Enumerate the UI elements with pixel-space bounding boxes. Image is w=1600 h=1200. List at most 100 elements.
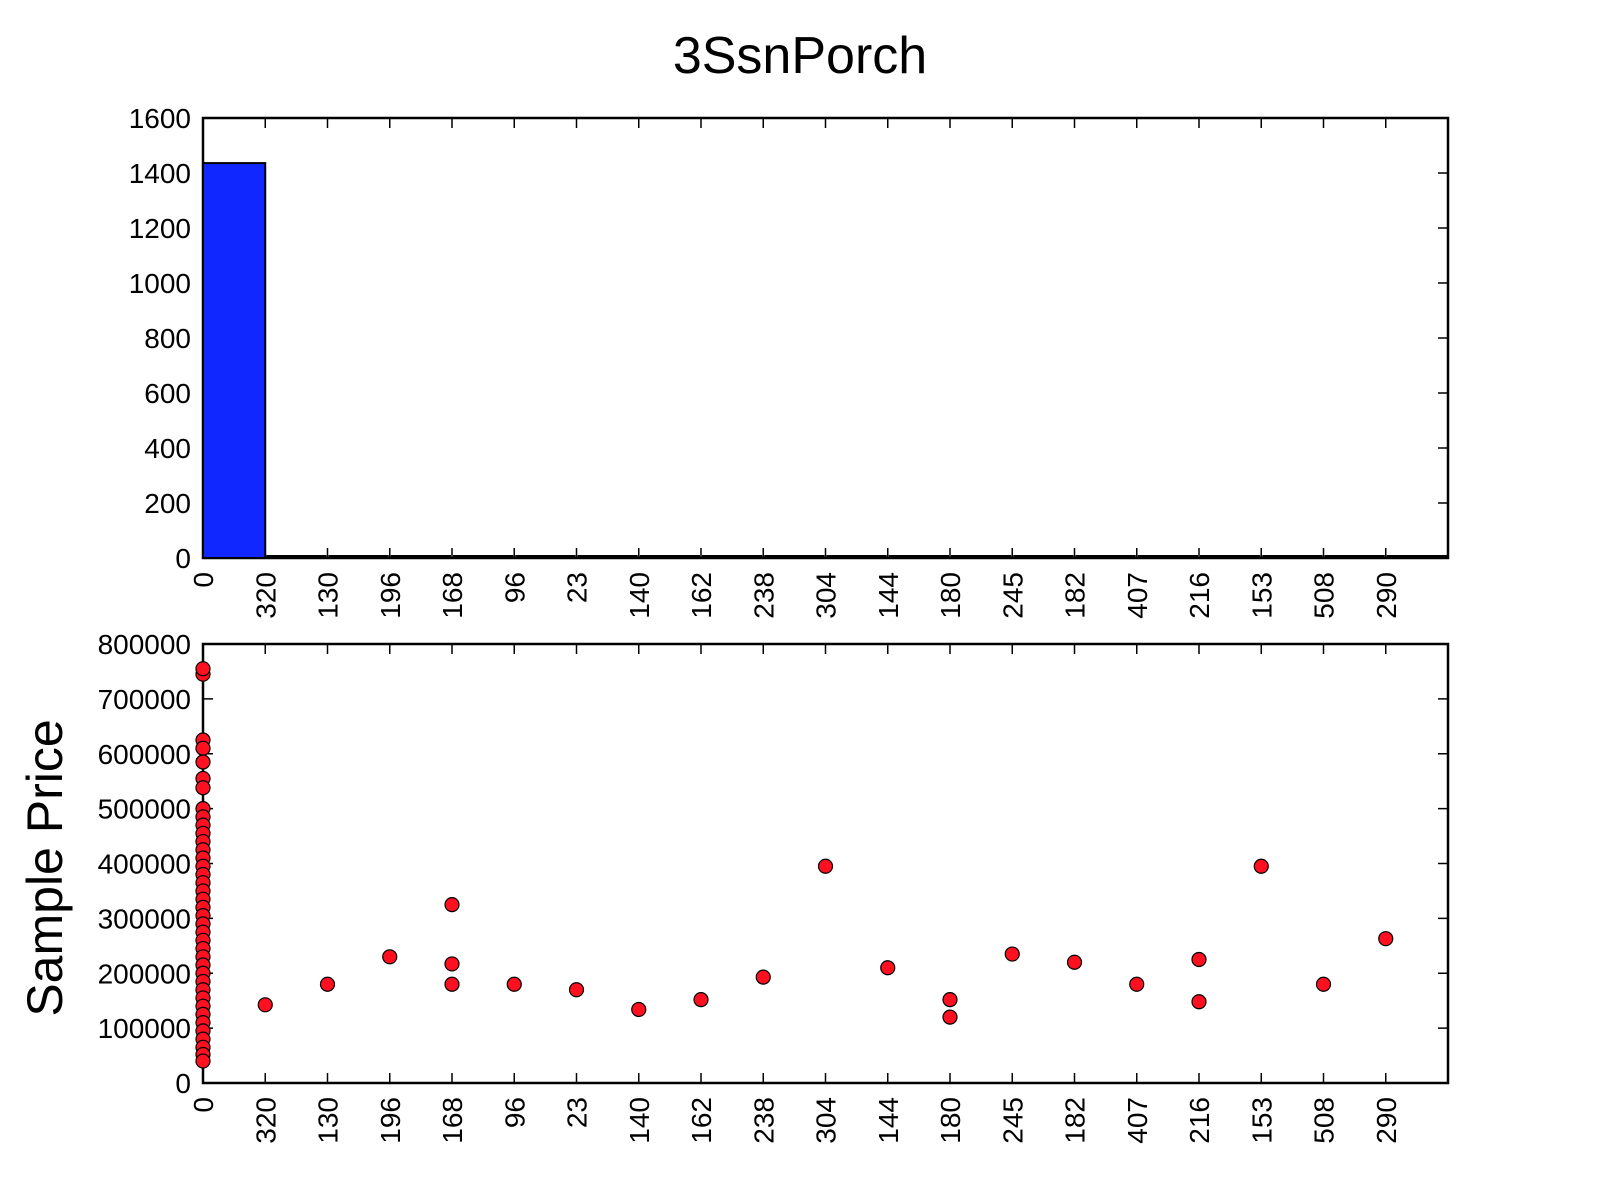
scatter-point [195, 740, 211, 756]
scatter-point [942, 1009, 958, 1025]
x-tick-label: 162 [686, 572, 717, 619]
scatter-point [444, 956, 460, 972]
scatter-point [1066, 954, 1083, 970]
bar [826, 555, 887, 559]
y-tick-label: 1000 [129, 268, 191, 299]
scatter-point [631, 1001, 647, 1018]
x-tick-label: 153 [1246, 572, 1277, 619]
y-tick-label: 400000 [98, 849, 191, 880]
x-tick-label: 407 [1122, 1097, 1153, 1144]
x-tick-label: 140 [624, 1097, 655, 1144]
x-tick-label: 508 [1309, 1097, 1340, 1144]
y-tick-label: 0 [175, 543, 191, 574]
x-tick-label: 238 [748, 572, 779, 619]
x-tick-label: 196 [375, 1097, 406, 1144]
x-tick-label: 153 [1246, 1097, 1277, 1144]
x-tick-label: 216 [1184, 1097, 1215, 1144]
y-tick-label: 1600 [129, 103, 191, 134]
scatter-point [568, 982, 585, 998]
bar [328, 555, 389, 559]
scatter-point [1315, 976, 1332, 992]
scatter-point [755, 969, 771, 985]
y-tick-label: 0 [175, 1068, 191, 1099]
scatter-point [1378, 931, 1394, 947]
x-tick-label: 245 [997, 572, 1028, 619]
y-tick-label: 600 [144, 378, 191, 409]
scatter-panel: 0 100000 200000 300000 400000 500000 600000 700… [17, 629, 1450, 1144]
scatter-point [817, 858, 834, 874]
x-tick-label: 140 [624, 572, 655, 619]
x-tick-label: 238 [748, 1097, 779, 1144]
bar [1386, 555, 1447, 559]
bar [888, 555, 949, 559]
y-tick-label: 600000 [98, 739, 191, 770]
x-tick-label: 96 [499, 1097, 530, 1128]
bar [951, 555, 1012, 559]
bar [1137, 555, 1198, 559]
y-tick-label: 500000 [98, 794, 191, 825]
bar [639, 555, 700, 559]
bar [702, 555, 763, 559]
bar [1324, 555, 1385, 559]
y-tick-label: 1400 [129, 158, 191, 189]
bar [764, 555, 825, 559]
bar [453, 555, 514, 559]
bar [1075, 555, 1136, 559]
y-axis-label: Sample Price [17, 719, 73, 1016]
y-tick-label: 1200 [129, 213, 191, 244]
x-tick-label: 96 [499, 572, 530, 603]
scatter-point [195, 661, 211, 677]
y-tick-label: 800 [144, 323, 191, 354]
x-tick-label: 508 [1309, 572, 1340, 619]
x-tick-label: 168 [437, 1097, 468, 1144]
x-tick-label: 320 [250, 572, 281, 619]
y-tick-label: 100000 [98, 1013, 191, 1044]
x-tick-label: 144 [873, 572, 904, 619]
x-tick-label: 180 [935, 1097, 966, 1144]
scatter-point [1129, 976, 1145, 992]
y-tick-label: 200 [144, 488, 191, 519]
x-tick-label: 290 [1371, 1097, 1402, 1144]
x-tick-label: 130 [313, 572, 344, 619]
x-tick-label: 182 [1060, 572, 1091, 619]
plot-frame [201, 116, 1450, 560]
bar [266, 555, 327, 559]
scatter-point [444, 897, 460, 913]
x-tick-label: 180 [935, 572, 966, 619]
bar [202, 162, 267, 559]
scatter-point [195, 780, 211, 796]
x-tick-label: 216 [1184, 572, 1215, 619]
bar [515, 555, 576, 559]
x-tick-label: 304 [811, 572, 842, 619]
bar [577, 555, 638, 559]
scatter-point [880, 960, 896, 976]
x-tick-label: 290 [1371, 572, 1402, 619]
x-tick-label: 304 [811, 1097, 842, 1144]
x-tick-label: 182 [1060, 1097, 1091, 1144]
x-tick-label: 196 [375, 572, 406, 619]
x-tick-label: 407 [1122, 572, 1153, 619]
histogram-panel: 0 200 400 600 800 1000 1200 1400 1600 0 320 130 196 1… [129, 103, 1450, 619]
bar [1013, 555, 1074, 559]
scatter-point [195, 754, 211, 770]
x-tick-label: 144 [873, 1097, 904, 1144]
y-tick-label: 400 [144, 433, 191, 464]
y-tick-label: 200000 [98, 958, 191, 989]
scatter-point [942, 991, 958, 1008]
y-tick-label: 700000 [98, 684, 191, 715]
scatter-point [1191, 994, 1207, 1010]
x-tick-label: 245 [997, 1097, 1028, 1144]
x-tick-label: 162 [686, 1097, 717, 1144]
scatter-point [1253, 858, 1269, 874]
scatter-point [444, 976, 460, 992]
bar [1200, 555, 1261, 559]
bar [390, 555, 451, 559]
x-tick-label: 23 [562, 1097, 593, 1128]
x-tick-label: 0 [188, 572, 219, 588]
scatter-point [382, 949, 398, 965]
x-tick-label: 23 [562, 572, 593, 603]
scatter-point [1191, 951, 1207, 968]
x-tick-label: 168 [437, 572, 468, 619]
scatter-point [506, 976, 522, 992]
